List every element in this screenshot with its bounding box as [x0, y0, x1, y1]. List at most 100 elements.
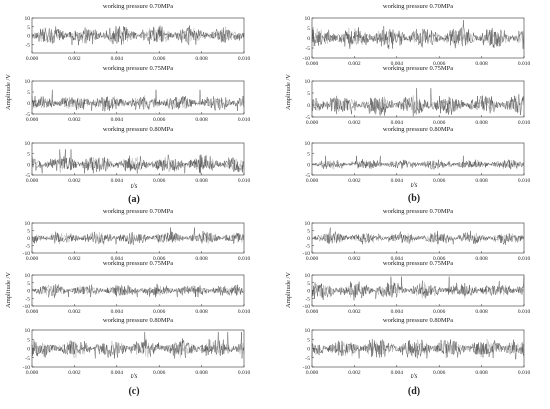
subplot-3: working pressure 0.80MPa 10 5 0 -5 -100.000 0.… — [23, 317, 251, 376]
x-tick-label: 0.008 — [195, 309, 208, 315]
waveform-trace-secondary — [311, 95, 525, 114]
y-tick-label: 5 — [27, 90, 30, 96]
waveform-trace-secondary — [311, 232, 525, 244]
x-tick-label: 0.004 — [111, 56, 124, 62]
x-tick-label: 0.008 — [475, 256, 488, 262]
y-tick-label: 5 — [307, 91, 310, 97]
y-tick-label: -10 — [303, 365, 311, 371]
plot-frame — [311, 80, 525, 118]
y-tick-label: 0 — [307, 103, 310, 109]
x-axis-label: t/s — [411, 372, 418, 380]
x-tick-label: 0.002 — [348, 61, 361, 67]
x-tick-label: 0.010 — [518, 61, 531, 67]
x-tick-label: 0.004 — [391, 178, 404, 184]
y-tick-label: 0 — [307, 289, 310, 295]
y-tick-label: 0 — [27, 101, 30, 107]
x-tick-label: 0.010 — [518, 120, 531, 126]
panel-label: (c) — [128, 386, 139, 397]
waveform-trace — [31, 149, 245, 174]
y-axis-label: Amplitude /V — [5, 74, 12, 110]
x-tick-label: 0.004 — [111, 370, 124, 376]
subplot-title: working pressure 0.75MPa — [103, 65, 173, 72]
x-tick-label: 0.000 — [306, 61, 319, 67]
waveform-trace-secondary — [31, 232, 245, 245]
subplot-title: working pressure 0.80MPa — [383, 126, 453, 133]
waveform-trace-secondary — [31, 95, 245, 110]
x-tick-label: 0.000 — [306, 370, 319, 376]
waveform-trace — [31, 227, 245, 245]
x-tick-label: 0.002 — [348, 309, 361, 315]
x-tick-label: 0.000 — [306, 120, 319, 126]
x-tick-label: 0.006 — [153, 370, 166, 376]
waveform-trace — [31, 25, 245, 46]
y-tick-label: 0 — [307, 36, 310, 42]
x-tick-label: 0.006 — [433, 178, 446, 184]
x-axis-label: t/s — [131, 182, 138, 190]
x-tick-label: 0.010 — [238, 178, 251, 184]
x-tick-label: 0.010 — [238, 256, 251, 262]
subplot-3: working pressure 0.80MPa 10 5 0 -50.000 0.002… — [25, 126, 251, 184]
y-tick-label: 10 — [25, 328, 31, 334]
x-tick-label: 0.000 — [306, 178, 319, 184]
x-tick-label: 0.008 — [475, 120, 488, 126]
y-tick-label: -10 — [23, 251, 31, 257]
waveform-trace — [31, 89, 245, 112]
subplot-2: working pressure 0.75MPa 10 5 0-5 -100.000 0.… — [303, 260, 531, 315]
x-tick-label: 0.004 — [391, 120, 404, 126]
subplot-title: working pressure 0.80MPa — [103, 317, 173, 324]
x-tick-label: 0.004 — [391, 256, 404, 262]
x-tick-label: 0.004 — [391, 309, 404, 315]
x-tick-label: 0.000 — [306, 309, 319, 315]
waveform-trace — [311, 227, 525, 245]
x-tick-label: 0.002 — [68, 370, 81, 376]
x-tick-label: 0.010 — [518, 370, 531, 376]
x-tick-label: 0.010 — [518, 178, 531, 184]
y-tick-label: 0 — [307, 236, 310, 242]
x-tick-label: 0.010 — [238, 309, 251, 315]
x-axis-label: t/s — [131, 372, 138, 380]
waveform-trace — [311, 88, 525, 117]
y-tick-label: 5 — [307, 281, 310, 287]
y-tick-label: -10 — [303, 56, 311, 62]
x-axis-label: t/s — [411, 181, 418, 189]
x-tick-label: 0.004 — [111, 117, 124, 123]
x-tick-label: 0.010 — [518, 256, 531, 262]
x-tick-label: 0.008 — [195, 370, 208, 376]
subplot-1: working pressure 0.70MPa 10 5 0 -5 0.000 0.002… — [25, 3, 251, 62]
x-tick-label: 0.000 — [26, 370, 39, 376]
x-tick-label: 0.004 — [111, 178, 124, 184]
y-tick-label: 10 — [305, 328, 311, 334]
plot-frame — [31, 80, 245, 115]
y-tick-label: 10 — [25, 16, 31, 22]
waveform-trace-secondary — [311, 282, 525, 299]
x-tick-label: 0.006 — [153, 117, 166, 123]
y-tick-label: -5 — [305, 115, 310, 121]
y-tick-label: -10 — [303, 251, 311, 257]
y-tick-label: 10 — [305, 79, 311, 85]
x-tick-label: 0.010 — [238, 117, 251, 123]
x-tick-label: 0.004 — [391, 61, 404, 67]
y-tick-label: -5 — [305, 356, 310, 362]
y-tick-label: -5 — [25, 296, 30, 302]
x-tick-label: 0.000 — [26, 309, 39, 315]
subplot-2: working pressure 0.75MPa 10 5 0-5 -100.000 0.… — [23, 260, 251, 315]
y-tick-label: 0 — [307, 347, 310, 353]
x-tick-label: 0.006 — [433, 370, 446, 376]
y-tick-label: 5 — [307, 152, 310, 158]
waveform-trace — [31, 283, 245, 298]
x-tick-label: 0.010 — [238, 370, 251, 376]
waveform-trace — [311, 155, 525, 170]
x-tick-label: 0.002 — [68, 309, 81, 315]
waveform-trace — [31, 331, 245, 359]
x-tick-label: 0.000 — [26, 117, 39, 123]
x-tick-label: 0.000 — [26, 56, 39, 62]
x-tick-label: 0.006 — [153, 309, 166, 315]
y-tick-label: -5 — [305, 244, 310, 250]
y-axis-label: Amplitude /V — [285, 74, 292, 110]
x-tick-label: 0.006 — [153, 178, 166, 184]
x-tick-label: 0.002 — [68, 117, 81, 123]
subplot-title: working pressure 0.70MPa — [103, 208, 173, 215]
